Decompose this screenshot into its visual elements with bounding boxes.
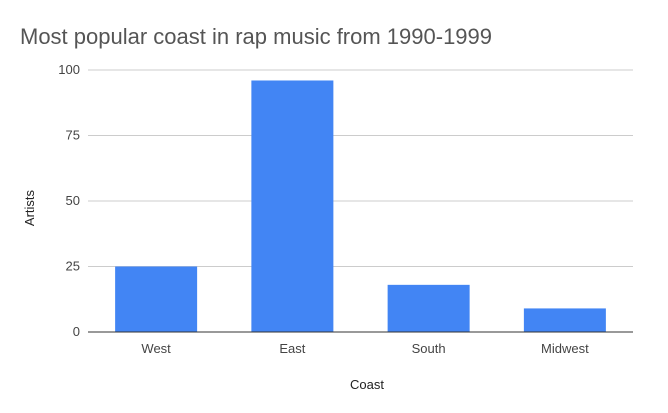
y-tick-label-50: 50	[66, 193, 80, 208]
bar-east	[251, 80, 334, 332]
x-axis-label: Coast	[350, 377, 384, 392]
x-tick-label-midwest: Midwest	[541, 341, 589, 356]
y-tick-label-75: 75	[66, 128, 80, 143]
bar-west	[115, 266, 198, 332]
y-axis-label: Artists	[22, 189, 37, 226]
y-tick-labels: 0 25 50 75 100	[58, 62, 80, 339]
y-tick-label-100: 100	[58, 62, 80, 77]
bar-south	[387, 284, 470, 332]
y-tick-label-25: 25	[66, 259, 80, 274]
x-tick-labels: West East South Midwest	[141, 341, 589, 356]
x-tick-label-south: South	[412, 341, 446, 356]
bars	[115, 80, 606, 332]
chart-title: Most popular coast in rap music from 199…	[20, 24, 492, 49]
x-tick-label-west: West	[141, 341, 171, 356]
gridlines	[88, 69, 633, 267]
bar-midwest	[523, 308, 606, 332]
y-tick-label-0: 0	[73, 324, 80, 339]
x-tick-label-east: East	[279, 341, 305, 356]
